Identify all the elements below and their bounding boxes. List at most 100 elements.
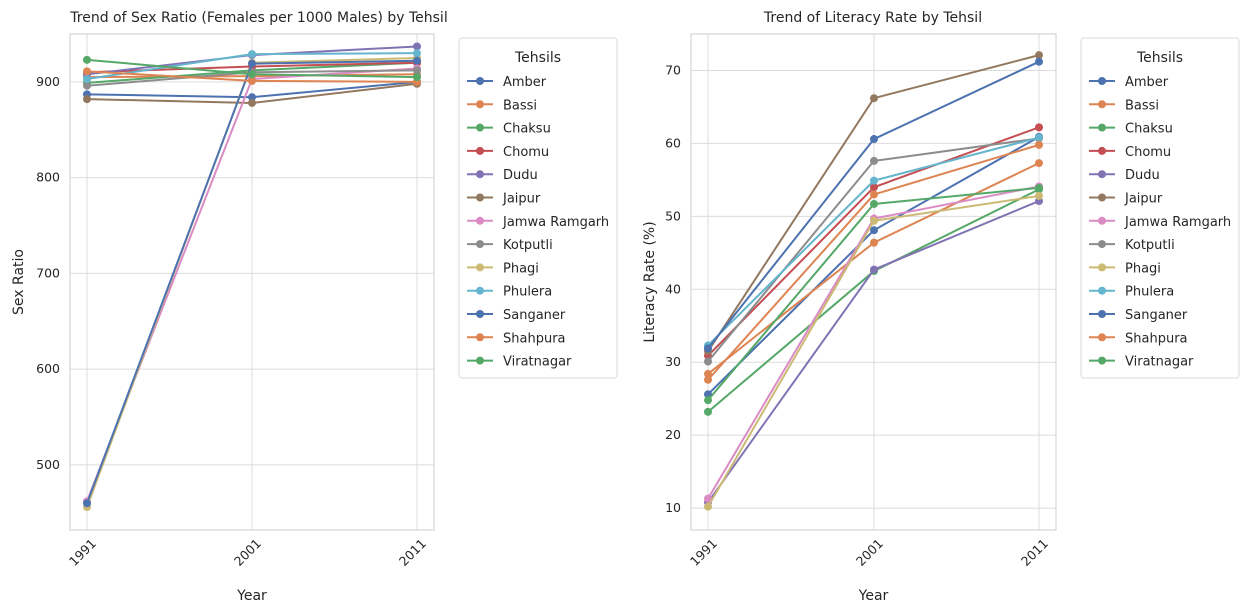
- x-axis-label: Year: [236, 588, 267, 604]
- data-point-dudu-2011: [413, 42, 421, 51]
- legend-swatch-marker: [476, 286, 484, 295]
- chart-1: 500 600 700 800 900 1991 2001 2011 Trend of Sex …: [11, 10, 618, 604]
- legend-item-label: Viratnagar: [503, 355, 572, 370]
- data-point-phulera-2011: [1035, 133, 1043, 142]
- x-tick-label: 1991: [687, 536, 720, 569]
- data-point-viratnagar-1991: [83, 55, 91, 64]
- legend-swatch-marker: [476, 146, 484, 155]
- y-tick-label: 900: [36, 74, 60, 89]
- legend-item-label: Bassi: [1125, 98, 1159, 113]
- legend-title: Tehsils: [1136, 50, 1183, 66]
- legend-swatch-marker: [476, 263, 484, 272]
- x-axis-label: Year: [858, 588, 889, 604]
- data-point-amber-2001: [870, 226, 878, 235]
- y-axis-label: Sex Ratio: [11, 249, 27, 315]
- data-point-kotputli-1991: [704, 357, 712, 366]
- legend-swatch-marker: [476, 216, 484, 225]
- legend-swatch-marker: [1098, 216, 1106, 225]
- data-point-bassi-1991: [704, 369, 712, 378]
- data-point-chomu-2001: [870, 183, 878, 192]
- data-point-phulera-2011: [413, 49, 421, 58]
- data-point-phulera-2001: [248, 50, 256, 59]
- legend-swatch-marker: [476, 193, 484, 202]
- legend-item-label: Chomu: [503, 145, 549, 160]
- legend-box: [1080, 37, 1240, 379]
- plot-frame: [69, 33, 435, 531]
- legend-swatch-marker: [1098, 77, 1106, 85]
- legend-swatch-marker: [1098, 286, 1106, 295]
- data-point-sanganer-2011: [413, 56, 421, 65]
- data-point-dudu-2001: [870, 265, 878, 274]
- data-point-jaipur-2001: [870, 94, 878, 103]
- legend-swatch-marker: [476, 170, 484, 179]
- data-point-viratnagar-2011: [1035, 183, 1043, 192]
- data-point-phulera-1991: [83, 75, 91, 84]
- legend-title: Tehsils: [514, 50, 561, 66]
- x-tick-label: 2001: [853, 536, 886, 569]
- data-point-jamwa-ramgarh-1991: [704, 494, 712, 503]
- data-point-sanganer-2001: [870, 135, 878, 144]
- data-point-shahpura-1991: [704, 375, 712, 384]
- legend-item-label: Jamwa Ramgarh: [502, 215, 609, 230]
- legend-item-label: Phagi: [1125, 261, 1161, 276]
- data-point-phagi-1991: [704, 502, 712, 511]
- legend-item-label: Shahpura: [1125, 331, 1188, 346]
- x-tick-label: 1991: [66, 536, 99, 569]
- data-point-phagi-2011: [1035, 191, 1043, 200]
- data-point-viratnagar-1991: [704, 396, 712, 405]
- y-axis-label: Literacy Rate (%): [642, 221, 658, 342]
- data-point-phagi-2001: [870, 216, 878, 225]
- legend-item-label: Bassi: [503, 98, 537, 113]
- data-point-kotputli-2011: [413, 66, 421, 75]
- y-tick-label: 40: [665, 281, 681, 296]
- legend-swatch-marker: [1098, 356, 1106, 365]
- data-point-bassi-2001: [870, 238, 878, 247]
- data-point-sanganer-2011: [1035, 57, 1043, 66]
- legend-swatch-marker: [1098, 310, 1106, 318]
- legend-swatch-marker: [1098, 263, 1106, 272]
- y-tick-label: 60: [665, 135, 681, 150]
- legend-item-label: Amber: [1125, 75, 1169, 90]
- legend-item-label: Shahpura: [503, 331, 566, 346]
- legend-swatch-marker: [476, 356, 484, 365]
- legend-swatch-marker: [476, 333, 484, 342]
- data-point-viratnagar-2011: [413, 73, 421, 82]
- legend-item-label: Dudu: [1125, 168, 1160, 183]
- legend-item-label: Sanganer: [1125, 308, 1188, 323]
- legend-swatch-marker: [1098, 193, 1106, 202]
- data-point-viratnagar-2001: [870, 199, 878, 208]
- legend-item-label: Chaksu: [1125, 122, 1173, 137]
- legend-swatch-marker: [1098, 170, 1106, 179]
- data-point-sanganer-1991: [83, 499, 91, 508]
- y-tick-label: 20: [665, 427, 681, 442]
- chart-title: Trend of Literacy Rate by Tehsil: [763, 10, 982, 26]
- legend-swatch-marker: [476, 310, 484, 318]
- y-tick-label: 10: [665, 500, 681, 515]
- data-point-phulera-2001: [870, 176, 878, 185]
- y-tick-label: 500: [36, 457, 60, 472]
- data-point-sanganer-2001: [248, 59, 256, 68]
- legend-item-label: Phulera: [503, 285, 552, 300]
- legend-box: [458, 37, 618, 379]
- legend-swatch-marker: [476, 100, 484, 109]
- legend-swatch-marker: [1098, 146, 1106, 155]
- legend-swatch-marker: [1098, 123, 1106, 132]
- legend-item-label: Viratnagar: [1125, 355, 1194, 370]
- legend: Tehsils Amber Bassi Chaksu Chomu Dudu Jaipur Ja…: [458, 37, 618, 379]
- data-point-chaksu-1991: [704, 407, 712, 416]
- plot-frame: [690, 33, 1057, 531]
- chart-title: Trend of Sex Ratio (Females per 1000 Mal…: [69, 10, 447, 26]
- legend: Tehsils Amber Bassi Chaksu Chomu Dudu Jaipur Ja…: [1080, 37, 1240, 379]
- legend-swatch-marker: [1098, 240, 1106, 249]
- legend-swatch-marker: [1098, 100, 1106, 109]
- data-point-amber-2001: [248, 93, 256, 102]
- x-tick-label: 2011: [1018, 536, 1051, 569]
- legend-swatch-marker: [1098, 333, 1106, 342]
- data-point-bassi-2011: [1035, 159, 1043, 168]
- legend-item-label: Phagi: [503, 261, 539, 276]
- legend-item-label: Sanganer: [503, 308, 566, 323]
- chart-2: 10 20 30 40 50 60 70 1991 2001 2011 Trend of Liter…: [642, 10, 1240, 604]
- x-tick-label: 2011: [396, 536, 429, 569]
- data-point-kotputli-1991: [83, 81, 91, 90]
- data-point-viratnagar-2001: [248, 70, 256, 79]
